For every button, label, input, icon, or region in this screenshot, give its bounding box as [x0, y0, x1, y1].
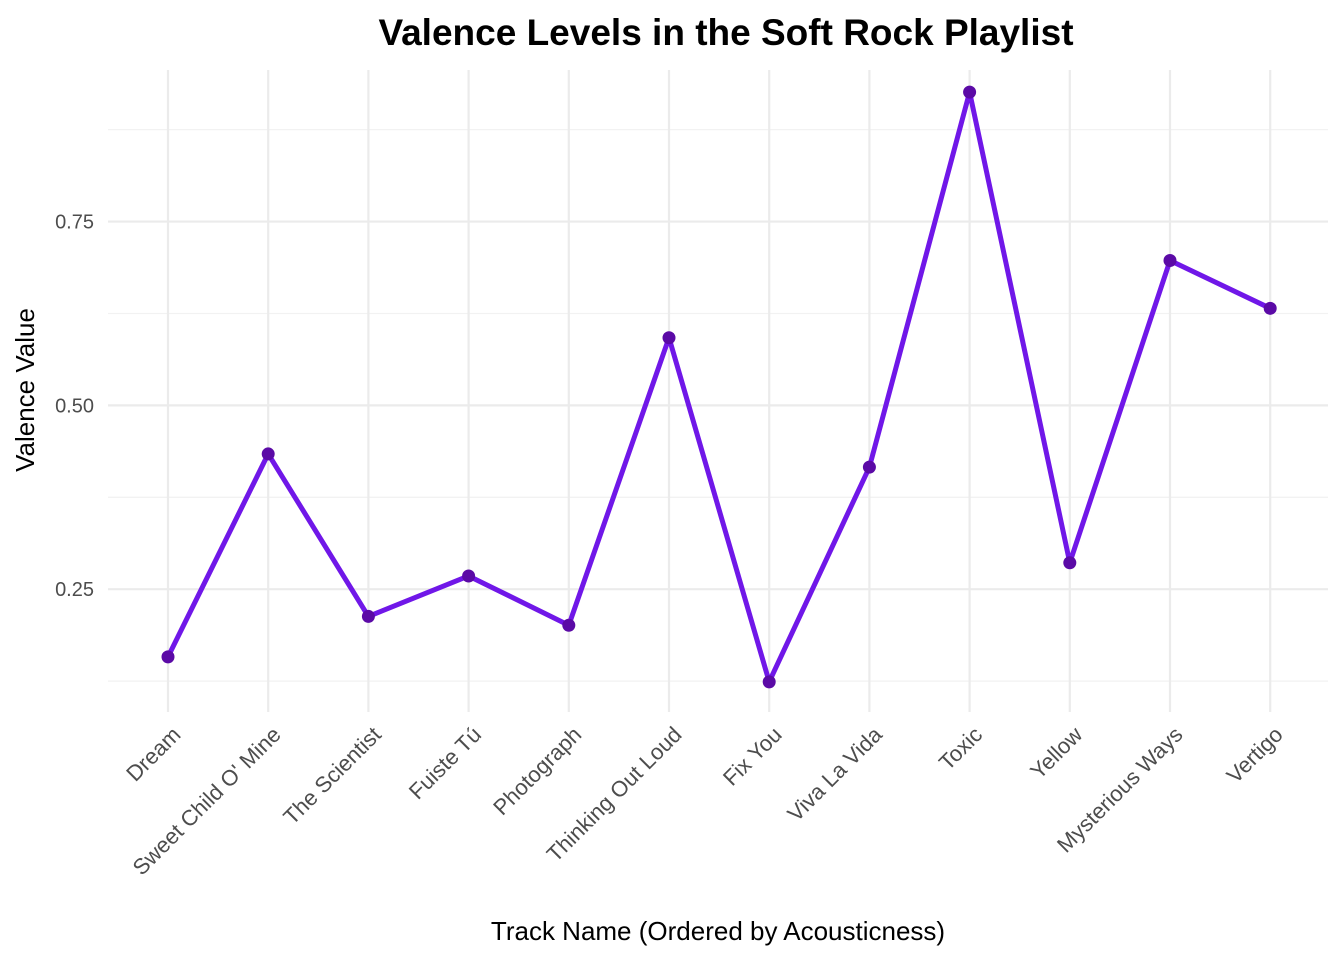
data-point	[462, 569, 476, 583]
grid	[108, 70, 1328, 712]
x-tick-label: Vertigo	[1222, 722, 1288, 788]
y-tick-label: 0.75	[55, 212, 94, 234]
data-point	[1163, 254, 1177, 268]
data-point	[662, 331, 676, 345]
chart-title: Valence Levels in the Soft Rock Playlist	[378, 12, 1073, 53]
series-layer	[161, 85, 1277, 689]
y-axis-label: Valence Value	[10, 308, 40, 472]
x-tick-label: The Scientist	[278, 722, 386, 830]
x-tick-label: Fix You	[718, 722, 787, 791]
y-tick-label: 0.25	[55, 579, 94, 601]
y-tick-label: 0.50	[55, 395, 94, 417]
data-point	[862, 460, 876, 474]
data-point	[161, 650, 175, 664]
y-axis-ticks: 0.25 0.50 0.75	[55, 212, 94, 602]
data-point	[963, 85, 977, 99]
data-point	[1263, 301, 1277, 315]
x-tick-label: Dream	[121, 722, 185, 786]
data-point	[361, 609, 375, 623]
x-axis-label: Track Name (Ordered by Acousticness)	[491, 916, 945, 946]
x-tick-label: Fuiste Tú	[404, 722, 486, 804]
data-point	[562, 618, 576, 632]
x-tick-label: Photograph	[488, 722, 586, 820]
data-point	[1063, 556, 1077, 570]
x-tick-label: Toxic	[934, 722, 987, 775]
data-point	[762, 675, 776, 689]
data-point	[261, 447, 275, 461]
x-tick-label: Viva La Vida	[782, 721, 887, 826]
series-line	[165, 89, 1273, 685]
x-tick-label: Yellow	[1025, 722, 1087, 784]
